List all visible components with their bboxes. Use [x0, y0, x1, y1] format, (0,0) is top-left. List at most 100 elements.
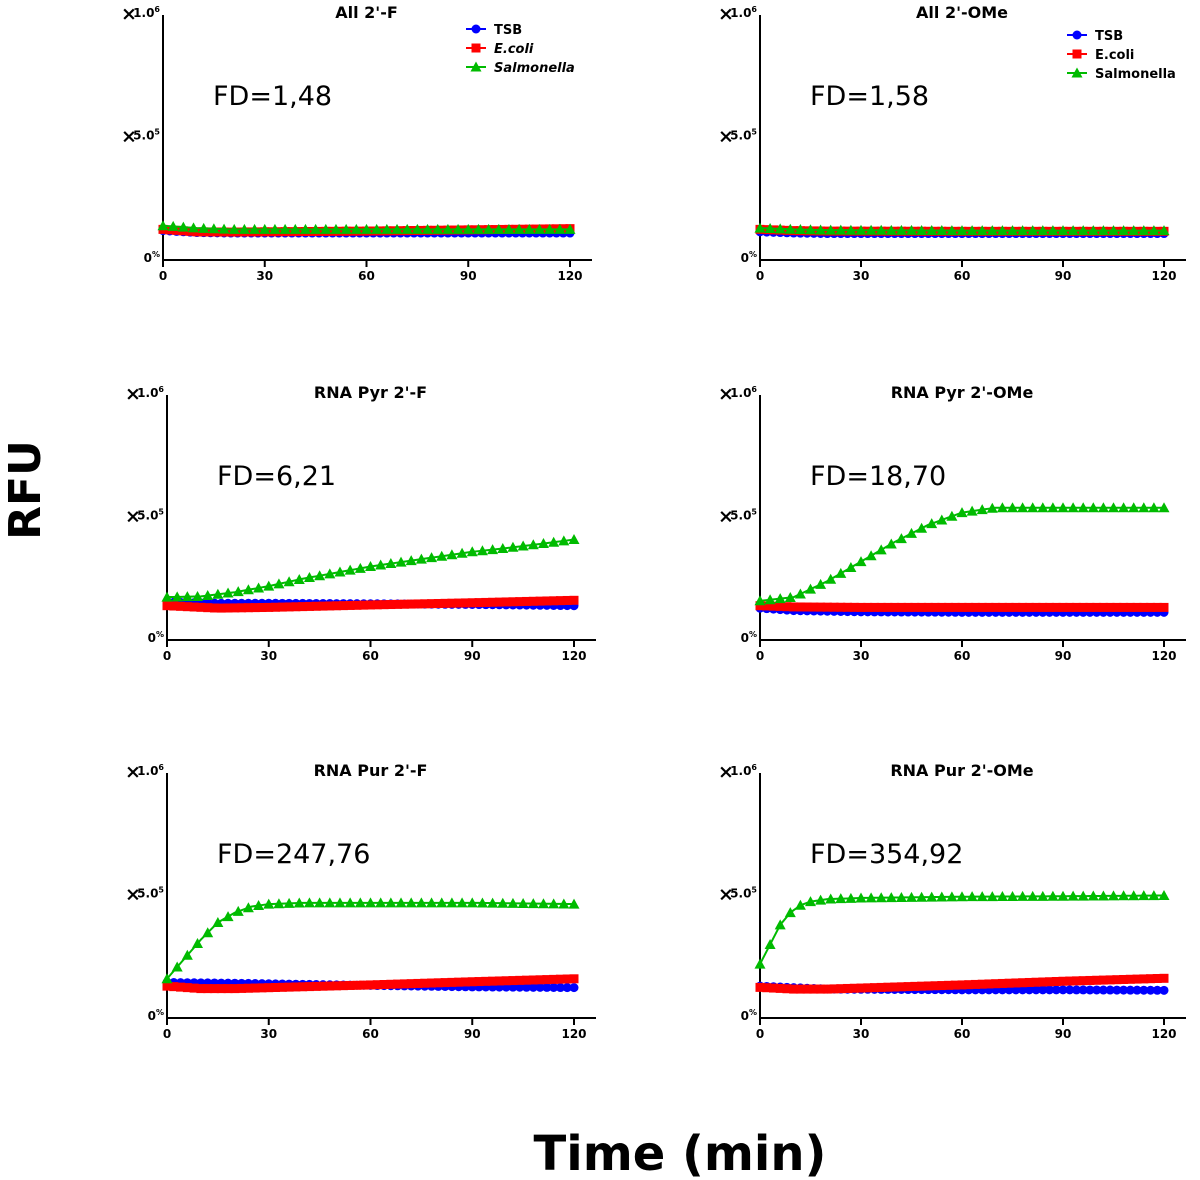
panel-title: All 2'-F: [335, 3, 398, 22]
data-point: [537, 898, 549, 909]
data-point: [171, 961, 183, 972]
data-point: [1058, 976, 1068, 986]
data-point: [1038, 602, 1048, 612]
data-point: [406, 979, 416, 989]
data-point: [277, 982, 287, 992]
data-point: [964, 602, 974, 612]
data-point: [310, 223, 322, 234]
data-point: [515, 597, 525, 607]
x-tick-label: 60: [954, 269, 971, 283]
data-point: [1051, 985, 1061, 995]
legend-marker: [1072, 49, 1082, 59]
data-point: [371, 223, 383, 234]
data-point: [855, 224, 867, 235]
data-point: [795, 984, 805, 994]
x-tick-label: 30: [260, 1027, 277, 1041]
data-point: [242, 584, 254, 595]
data-point: [189, 602, 199, 612]
series-salmonella: [161, 897, 580, 984]
data-point: [986, 891, 998, 902]
data-point: [242, 902, 254, 913]
data-point: [548, 536, 560, 547]
data-point: [906, 891, 917, 902]
legend-marker: [470, 61, 482, 72]
data-point: [944, 980, 954, 990]
data-point: [411, 223, 423, 234]
y-axis-label: RFU: [0, 440, 51, 540]
data-point: [1071, 602, 1081, 612]
x-tick-label: 30: [853, 1027, 870, 1041]
data-point: [774, 593, 786, 604]
data-point: [413, 978, 423, 988]
data-point: [232, 905, 244, 916]
data-point: [1017, 890, 1029, 901]
data-point: [1159, 985, 1169, 995]
data-point: [456, 547, 468, 558]
data-point: [916, 522, 928, 533]
data-point: [768, 983, 778, 993]
data-point: [359, 600, 369, 610]
data-point: [494, 597, 504, 607]
data-point: [558, 898, 570, 909]
data-point: [405, 555, 417, 566]
data-point: [372, 980, 382, 990]
data-point: [528, 596, 538, 606]
legend-label: TSB: [1095, 29, 1123, 44]
x-tick-label: 30: [853, 269, 870, 283]
data-point: [1031, 985, 1041, 995]
data-point: [1004, 978, 1014, 988]
data-point: [986, 502, 998, 513]
data-point: [523, 223, 535, 234]
series-salmonella: [754, 890, 1170, 969]
data-point: [182, 602, 192, 612]
data-point: [257, 983, 267, 993]
data-point: [460, 977, 470, 987]
data-point: [1027, 890, 1039, 901]
data-point: [325, 981, 335, 991]
data-point: [1017, 225, 1029, 236]
data-point: [352, 600, 362, 610]
data-point: [895, 533, 907, 544]
data-point: [762, 601, 772, 611]
data-point: [1087, 225, 1099, 236]
data-point: [1018, 985, 1028, 995]
data-point: [805, 896, 816, 907]
data-point: [784, 591, 796, 602]
data-point: [956, 507, 968, 518]
data-point: [446, 549, 458, 560]
fold-difference-label: FD=6,21: [217, 461, 336, 492]
data-point: [558, 535, 570, 546]
data-point: [977, 979, 987, 989]
data-point: [334, 897, 346, 908]
data-point: [836, 602, 846, 612]
data-point: [1139, 974, 1149, 984]
data-point: [1018, 602, 1028, 612]
data-point: [957, 602, 967, 612]
data-point: [340, 223, 352, 234]
data-point: [549, 596, 559, 606]
data-point: [182, 983, 192, 993]
data-point: [222, 911, 234, 922]
data-point: [284, 982, 294, 992]
data-point: [1159, 973, 1169, 983]
data-point: [1057, 225, 1069, 236]
data-point: [535, 982, 545, 992]
data-point: [1011, 602, 1021, 612]
data-point: [1004, 602, 1014, 612]
data-point: [1092, 602, 1102, 612]
data-point: [466, 546, 478, 557]
data-point: [420, 978, 430, 988]
data-point: [822, 602, 832, 612]
data-point: [1024, 977, 1034, 987]
data-point: [440, 978, 450, 988]
series-e-coli: [162, 974, 579, 994]
data-point: [1158, 502, 1170, 513]
data-point: [885, 538, 897, 549]
data-point: [1065, 602, 1075, 612]
data-point: [420, 599, 430, 609]
data-point: [986, 225, 998, 236]
y-tick-label: 0%: [741, 630, 757, 645]
data-point: [1037, 890, 1049, 901]
